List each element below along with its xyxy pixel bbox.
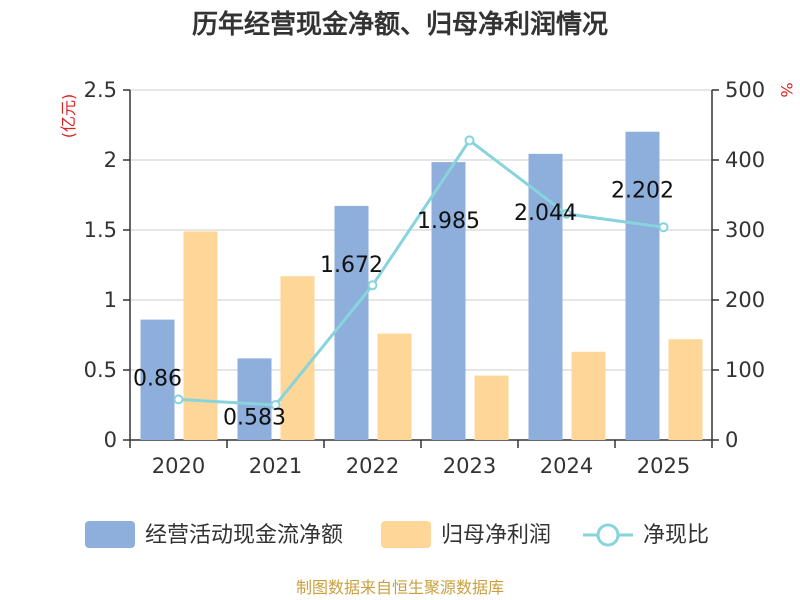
left-tick-label: 2.5	[84, 78, 117, 102]
bar-profit	[668, 339, 703, 440]
right-tick-label: 100	[725, 358, 765, 382]
bar-cashflow	[237, 358, 272, 440]
bar-cashflow	[625, 131, 660, 440]
legend-marker-ratio	[596, 523, 620, 547]
bars	[140, 131, 703, 440]
right-tick-label: 0	[725, 428, 738, 452]
legend-label-cashflow: 经营活动现金流净额	[145, 523, 343, 548]
chart-title: 历年经营现金净额、归母净利润情况	[192, 9, 608, 40]
bar-profit	[183, 231, 218, 440]
right-tick-label: 200	[725, 288, 765, 312]
left-tick-label: 2	[104, 148, 117, 172]
legend-label-ratio: 净现比	[643, 523, 709, 548]
legend: 经营活动现金流净额 归母净利润 净现比	[85, 521, 709, 548]
x-tick-label: 2022	[346, 454, 399, 478]
right-tick-label: 300	[725, 218, 765, 242]
ratio-point	[658, 222, 669, 233]
x-tick-label: 2020	[152, 454, 205, 478]
bar-profit	[280, 276, 315, 440]
bar-profit	[377, 333, 412, 440]
left-axis-ticks: 0 0.5 1 1.5 2 2.5	[84, 78, 130, 452]
legend-swatch-cashflow	[85, 521, 135, 548]
x-axis-ticks: 2020 2021 2022 2023 2024 2025	[129, 440, 713, 478]
right-tick-label: 400	[725, 148, 765, 172]
left-tick-label: 1	[104, 288, 117, 312]
ratio-line-path	[178, 138, 664, 407]
data-labels: 0.86 0.583 1.672 1.985 2.044 2.202	[133, 179, 674, 431]
data-label-cashflow: 2.202	[611, 179, 674, 204]
right-axis-ticks: 0 100 200 300 400 500	[712, 78, 765, 452]
data-label-cashflow: 0.86	[133, 367, 182, 392]
data-label-cashflow: 2.044	[514, 201, 577, 226]
source-note: 制图数据来自恒生聚源数据库	[296, 578, 504, 597]
x-tick-label: 2021	[249, 454, 302, 478]
left-tick-label: 0	[104, 428, 117, 452]
ratio-point	[561, 208, 572, 219]
bar-cashflow	[528, 153, 563, 440]
bar-profit	[474, 375, 509, 440]
left-tick-label: 0.5	[84, 358, 117, 382]
x-tick-label: 2023	[443, 454, 496, 478]
bar-cashflow	[334, 205, 369, 440]
data-label-cashflow: 1.985	[417, 209, 480, 234]
bar-profit	[571, 351, 606, 440]
bar-cashflow	[431, 162, 466, 440]
data-label-cashflow: 1.672	[320, 253, 383, 278]
ratio-point	[270, 400, 281, 410]
left-axis-unit: (亿元)	[59, 94, 78, 139]
data-label-cashflow: 0.583	[223, 405, 286, 430]
ratio-line	[173, 135, 669, 410]
right-axis-unit: %	[777, 82, 796, 97]
right-tick-label: 500	[725, 78, 765, 102]
x-tick-label: 2024	[540, 454, 593, 478]
ratio-point	[464, 135, 475, 146]
legend-swatch-profit	[381, 521, 431, 548]
ratio-point	[173, 394, 184, 405]
ratio-point	[367, 280, 378, 291]
bar-cashflow	[140, 319, 175, 440]
x-tick-label: 2025	[637, 454, 690, 478]
left-tick-label: 1.5	[84, 218, 117, 242]
legend-label-profit: 归母净利润	[441, 523, 551, 548]
